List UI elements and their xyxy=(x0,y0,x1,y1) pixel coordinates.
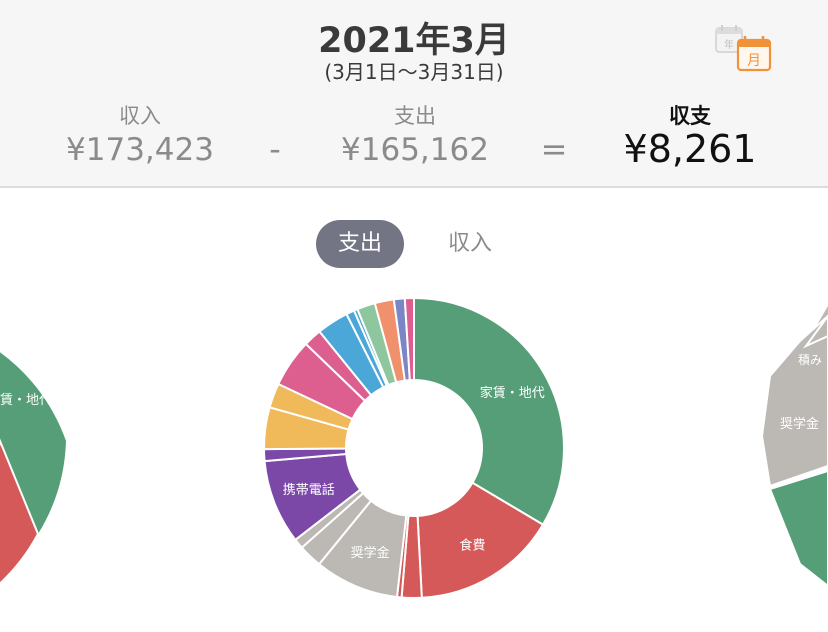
expense-total: ¥165,162 xyxy=(341,132,489,168)
next-chart-slice xyxy=(802,314,828,349)
month-summary-header: 2021年3月 (3月1日〜3月31日) 年 月 収入 ¥173,423 - 支… xyxy=(0,0,828,188)
previous-chart-slice xyxy=(0,352,66,441)
tab-income[interactable]: 収入 xyxy=(447,231,492,256)
previous-month-chart[interactable]: 賃・地代 xyxy=(0,316,66,606)
donut-slice-label: 家賃・地代 xyxy=(480,385,545,401)
previous-chart-slice xyxy=(0,441,66,534)
date-range: (3月1日〜3月31日) xyxy=(324,60,504,84)
expense-income-tabs: 支出 収入 xyxy=(316,220,516,268)
next-chart-slice xyxy=(768,469,828,588)
next-month-chart[interactable]: 積み 奨学金 xyxy=(760,306,828,588)
income-total: ¥173,423 xyxy=(66,132,214,168)
next-chart-slice xyxy=(760,314,828,488)
minus-sign: - xyxy=(269,130,281,168)
month-title[interactable]: 2021年3月 xyxy=(318,21,510,61)
donut-slice-label: 食費 xyxy=(459,538,485,554)
donut-slice[interactable] xyxy=(403,296,415,382)
previous-chart-slice xyxy=(0,438,40,585)
donut-slice-label: 携帯電話 xyxy=(283,482,335,498)
previous-chart-label: 賃・地代 xyxy=(0,393,52,408)
month-icon-text: 月 xyxy=(747,53,761,69)
next-chart-label: 奨学金 xyxy=(780,416,819,432)
balance-total: ¥8,261 xyxy=(623,127,757,171)
year-icon-text: 年 xyxy=(724,38,734,51)
donut-slice[interactable] xyxy=(416,481,545,599)
chart-carousel[interactable]: 賃・地代 積み 奨学金 家賃・地代 食費 奨学金 携帯電話 xyxy=(0,286,828,628)
next-chart-label: 積み xyxy=(798,352,822,367)
expense-label: 支出 xyxy=(394,104,436,128)
month-calendar-icon: 月 xyxy=(736,36,772,72)
balance-label: 収支 xyxy=(669,104,711,128)
donut-slice-label: 奨学金 xyxy=(351,545,390,561)
tab-expense[interactable]: 支出 xyxy=(316,220,404,268)
income-label: 収入 xyxy=(119,104,161,128)
equals-sign: = xyxy=(540,130,568,168)
period-toggle-button[interactable]: 年 月 xyxy=(712,22,776,74)
donut-slice[interactable] xyxy=(413,296,565,526)
